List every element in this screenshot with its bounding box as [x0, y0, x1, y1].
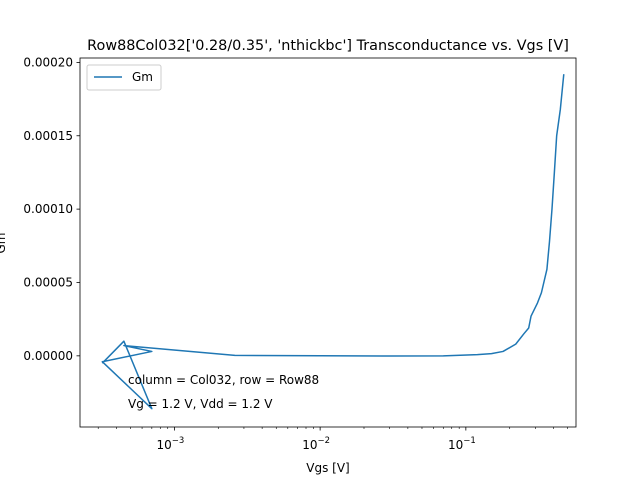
series-layer: [101, 74, 565, 410]
legend: Gm: [86, 64, 162, 91]
axes-frame: [79, 57, 577, 428]
annotations: column = Col032, row = Row88 Vg = 1.2 V,…: [128, 373, 319, 411]
y-tick-label: 0.00005: [23, 275, 73, 289]
x-axis-label: Vgs [V]: [306, 461, 349, 475]
y-tick-label: 0.00010: [23, 202, 73, 216]
x-tick-label: 10−1: [448, 436, 476, 452]
x-axis-ticks: 10−3 10−2 10−1: [97, 427, 569, 452]
y-tick-label: 0.00000: [23, 349, 73, 363]
y-tick-label: 0.00015: [23, 129, 73, 143]
x-tick-label: 10−2: [302, 436, 330, 452]
y-axis-label: Gm: [0, 233, 8, 254]
y-tick-label: 0.00020: [23, 55, 73, 69]
plot-area: [79, 57, 577, 428]
series-line-gm: [101, 74, 565, 410]
annotation-location: column = Col032, row = Row88: [128, 373, 319, 387]
y-axis-ticks: 0.00000 0.00005 0.00010 0.00015 0.00020: [23, 55, 80, 363]
x-tick-label: 10−3: [156, 436, 184, 452]
chart-title: Row88Col032['0.28/0.35', 'nthickbc'] Tra…: [87, 38, 569, 54]
legend-label-gm: Gm: [132, 70, 153, 84]
annotation-bias: Vg = 1.2 V, Vdd = 1.2 V: [128, 397, 273, 411]
legend-box: [86, 64, 162, 91]
